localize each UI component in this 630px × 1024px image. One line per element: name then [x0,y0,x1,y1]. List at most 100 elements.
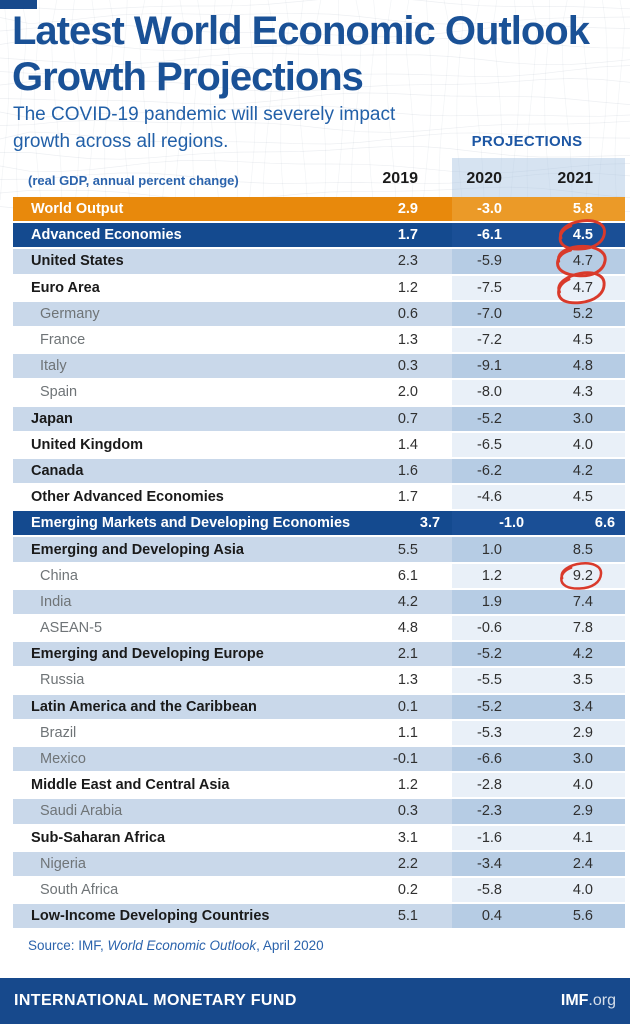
table-row: South Africa 0.2 -5.8 4.0 [13,877,625,903]
table-row: India 4.2 1.9 7.4 [13,589,625,614]
cell-2019: 0.3 [328,803,452,819]
table-row: Germany 0.6 -7.0 5.2 [13,301,625,326]
cell-2021: 4.0 [502,777,593,793]
cell-value: 3.0 [572,751,593,768]
footer-site-link[interactable]: IMF.org [561,992,616,1010]
cell-2019: 5.5 [328,542,452,558]
cell-2021: 4.5 [502,332,593,348]
cell-value: 3.5 [572,672,593,689]
cell-2021: 6.6 [524,515,615,531]
cell-value: -3.4 [477,855,502,872]
cell-2019: 1.4 [328,437,452,453]
row-label: Mexico [40,751,86,768]
row-label: Emerging Markets and Developing Economie… [31,515,351,532]
subtitle: The COVID-19 pandemic will severely impa… [13,102,453,156]
cell-2019: 1.7 [328,227,452,243]
cell-2019: 1.2 [328,777,452,793]
cell-value: -7.2 [477,332,502,349]
cell-value: 1.7 [397,489,418,506]
row-label: United States [31,253,124,270]
cell-2019: -0.1 [328,751,452,767]
cell-2021: 8.5 [502,542,593,558]
cell-2020: -6.1 [452,227,502,243]
cell-value: -6.1 [477,227,502,244]
cell-value: 4.0 [572,436,593,453]
footer-org-name: INTERNATIONAL MONETARY FUND [14,992,297,1009]
cell-value: 5.6 [572,908,593,925]
cell-value: 4.1 [572,829,593,846]
cell-2020: -1.6 [452,830,502,846]
table-row: Brazil 1.1 -5.3 2.9 [13,720,625,745]
cell-2020: -5.9 [452,253,502,269]
cell-value: 3.4 [572,698,593,715]
row-label: Saudi Arabia [40,803,123,820]
cell-2020: -8.0 [452,384,502,400]
cell-2021: 9.2 [502,561,603,590]
cell-value: 1.2 [481,567,502,584]
table-row: Euro Area 1.2 -7.5 4.7 [13,270,625,304]
table-column-header: (real GDP, annual percent change) 2019 2… [13,158,625,197]
table-row: Italy 0.3 -9.1 4.8 [13,354,625,379]
footer-bar: INTERNATIONAL MONETARY FUND IMF.org [0,978,630,1024]
cell-value: -7.5 [477,279,502,296]
source-note: Source: IMF, World Economic Outlook, Apr… [28,938,324,953]
row-label: Middle East and Central Asia [31,777,230,794]
column-header-endpad [593,188,625,197]
cell-2020: 1.9 [452,594,502,610]
cell-2020: -6.6 [452,751,502,767]
source-publication: World Economic Outlook [107,938,257,953]
cell-2020: -5.8 [452,882,502,898]
cell-value: 4.5 [572,489,593,506]
cell-value: -5.2 [477,698,502,715]
cell-value: 4.7 [572,279,593,296]
cell-2020: 0.4 [452,908,502,924]
cell-value: 6.6 [594,515,616,532]
cell-value: -6.6 [477,751,502,768]
table-row: Russia 1.3 -5.5 3.5 [13,668,625,693]
row-label: Low-Income Developing Countries [31,908,270,925]
cell-2021: 4.5 [502,489,593,505]
cell-value: -6.5 [477,436,502,453]
cell-value: 6.1 [397,567,418,584]
cell-2019: 2.9 [328,201,452,217]
row-label: World Output [31,201,124,218]
cell-value: 5.8 [572,201,593,218]
table-row: Mexico -0.1 -6.6 3.0 [13,746,625,772]
table-row: China 6.1 1.2 9.2 [13,561,625,590]
cell-2021: 5.6 [502,908,593,924]
cell-2021: 4.2 [502,646,593,662]
cell-2019: 1.7 [328,489,452,505]
footer-site-bold: IMF [560,992,589,1009]
row-label: Germany [40,305,100,322]
cell-2020: -2.8 [452,777,502,793]
cell-value: 4.0 [572,777,593,794]
cell-2019: 2.3 [328,253,452,269]
cell-value: -2.8 [477,777,502,794]
cell-value: -6.2 [477,462,502,479]
cell-2019: 0.3 [328,358,452,374]
subtitle-line2: growth across all regions. [13,130,229,152]
footer-site-rest: .org [588,992,616,1009]
cell-2021: 4.7 [502,245,607,278]
cell-2019: 0.1 [328,699,452,715]
page-title-line2: Growth Projections [12,55,364,100]
cell-value: 0.3 [397,803,418,820]
cell-2020: -5.3 [452,725,502,741]
cell-2021: 2.9 [502,803,593,819]
row-label: Latin America and the Caribbean [31,698,257,715]
corner-accent-bar [0,0,37,9]
cell-2019: 1.1 [328,725,452,741]
cell-value: -0.6 [477,620,502,637]
cell-2021: 2.9 [502,725,593,741]
page-title-line1: Latest World Economic Outlook [12,9,590,53]
cell-value: -4.6 [477,489,502,506]
row-label: Other Advanced Economies [31,489,224,506]
cell-2020: -7.5 [452,280,502,296]
cell-value: 4.3 [572,384,593,401]
source-suffix: , April 2020 [256,938,324,953]
cell-value: 1.2 [397,777,418,794]
cell-value: 0.3 [397,358,418,375]
row-label: Emerging and Developing Asia [31,541,244,558]
cell-value: 2.3 [397,253,418,270]
